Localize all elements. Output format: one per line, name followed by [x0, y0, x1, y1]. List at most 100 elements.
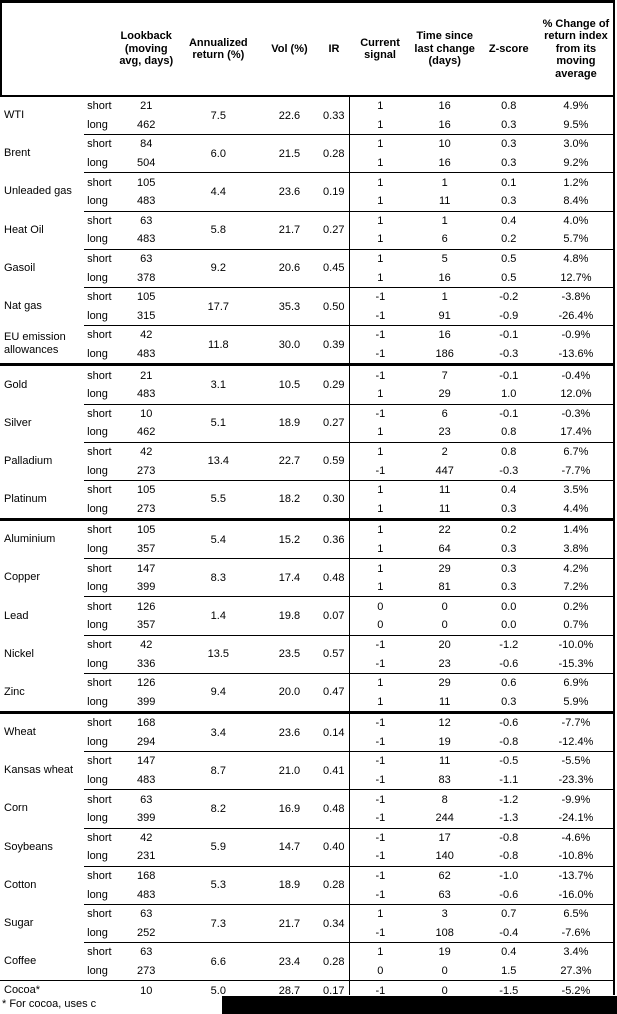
time-since-value: 20: [410, 634, 479, 655]
vol-value: 10.5: [260, 363, 319, 404]
pct-change-value: 1.4%: [538, 518, 614, 540]
current-signal-value: 1: [377, 426, 384, 439]
lookback-value: 483: [137, 774, 156, 787]
time-since-value: 8: [410, 789, 479, 809]
time-since-value: 6: [441, 233, 448, 246]
pct-change-value: -4.6%: [538, 827, 614, 848]
zscore-value: 0.3: [501, 118, 517, 131]
vol-value: 30.0: [260, 325, 319, 365]
leg-label: short: [84, 441, 117, 462]
lookback-value: 252: [137, 926, 156, 939]
leg-label: long: [87, 502, 108, 515]
vol-value: 21.5: [260, 134, 319, 173]
pct-change-value: 4.2%: [538, 558, 614, 578]
commodity-column-header: [0, 1, 85, 97]
zscore-value: 0.3: [501, 195, 517, 208]
table-row: long 315 -1 91 -0.9 -26.4%: [0, 307, 614, 326]
current-signal-value: -1: [349, 789, 411, 809]
leg-label: long: [87, 233, 108, 246]
current-signal-value: -1: [349, 751, 411, 771]
leg-label: short: [84, 172, 117, 192]
pct-change-value: -26.4%: [558, 309, 594, 322]
current-signal-value: -1: [349, 827, 411, 848]
lookback-value: 504: [137, 157, 156, 170]
leg-label: short: [84, 286, 117, 307]
commodity-name: Wheat: [0, 710, 85, 752]
vol-value: 18.9: [260, 403, 319, 443]
time-since-value: 11: [410, 479, 479, 500]
current-signal-value: 1: [349, 903, 411, 924]
table-row: long 399 1 11 0.3 5.9%: [0, 692, 614, 712]
zscore-value: 0.4: [478, 479, 539, 500]
leg-label: short: [87, 100, 112, 113]
pct-change-value: -10.0%: [538, 634, 614, 655]
pct-change-value: 0.2%: [538, 596, 614, 617]
lookback-value: 483: [137, 348, 156, 361]
commodity-name: Copper: [4, 571, 41, 584]
table-row: long 483 1 29 1.0 12.0%: [0, 385, 614, 404]
pct-change-value: -12.4%: [558, 735, 594, 748]
pct-change-value: -7.7%: [538, 710, 614, 733]
ir-value: 0.28: [318, 942, 351, 981]
current-signal-value: 1: [377, 695, 384, 708]
current-signal-value: -1: [349, 363, 411, 385]
leg-column-header: [84, 1, 117, 97]
ir-value: 0.19: [318, 172, 351, 212]
zscore-value: -1.3: [499, 812, 519, 825]
time-since-value: 29: [410, 672, 479, 693]
current-signal-value: 1: [349, 248, 411, 269]
lookback-value: 399: [137, 581, 156, 594]
current-signal-value: -1: [375, 812, 386, 825]
annualized-return-value: 6.0: [176, 134, 261, 173]
time-since-value: 63: [438, 888, 451, 901]
leg-label: long: [87, 348, 108, 361]
lookback-value: 273: [137, 965, 156, 978]
ir-value: 0.59: [318, 441, 351, 481]
current-signal-value: -1: [375, 926, 386, 939]
leg-label: short: [84, 518, 117, 540]
annualized-return-value: 13.5: [176, 634, 261, 674]
table-row: Gasoil short 63 9.2 20.6 0.45 1 5 0.5 4.8%: [0, 248, 614, 288]
annualized-return-value: 5.3: [176, 865, 261, 905]
time-since-value: 83: [438, 774, 451, 787]
annualized-return-value: 5.1: [176, 403, 261, 443]
leg-label: long: [87, 965, 108, 978]
table-row: long 504 1 16 0.3 9.2%: [0, 154, 614, 173]
current-signal-value: -1: [349, 865, 411, 886]
leg-label: long: [87, 774, 108, 787]
pct-change-value: -7.6%: [561, 926, 591, 939]
table-row: Copper short 147 8.3 17.4 0.48 1 29 0.3 4.2%: [0, 558, 614, 597]
annualized-return-value: 8.3: [176, 558, 261, 597]
table-row: long 462 1 16 0.3 9.5%: [0, 116, 614, 135]
pct-change-value: 12.0%: [560, 388, 592, 401]
annualized-return-value: 9.2: [176, 248, 261, 288]
time-since-value: 1: [410, 286, 479, 307]
commodity-name: Cotton: [4, 878, 37, 891]
current-signal-value: 1: [349, 172, 411, 192]
lookback-value: 273: [137, 502, 156, 515]
vol-value: 23.6: [260, 710, 319, 752]
pct-change-value: 7.2%: [563, 581, 589, 594]
current-signal-value: -1: [349, 710, 411, 733]
zscore-value: 0.3: [501, 695, 517, 708]
current-signal-value: -1: [375, 348, 386, 361]
current-signal-value: 1: [377, 581, 384, 594]
leg-label: long: [87, 118, 108, 131]
lookback-value: 63: [116, 942, 177, 962]
time-since-value: 0: [441, 965, 448, 978]
zscore-value: 0.0: [478, 596, 539, 617]
current-signal-value: 1: [349, 441, 411, 462]
zscore-value: 0.5: [478, 248, 539, 269]
current-signal-value: 1: [349, 672, 411, 693]
leg-label: short: [84, 634, 117, 655]
zscore-value: 0.8: [478, 441, 539, 462]
ir-value: 0.40: [318, 827, 351, 867]
lookback-value: 10: [116, 403, 177, 424]
commodity-name: Nat gas: [4, 300, 42, 313]
time-since-value: 7: [410, 363, 479, 385]
table-row: long 483 -1 83 -1.1 -23.3%: [0, 771, 614, 790]
lookback-value: 336: [137, 657, 156, 670]
leg-label: short: [84, 325, 117, 345]
leg-label: short: [84, 903, 117, 924]
